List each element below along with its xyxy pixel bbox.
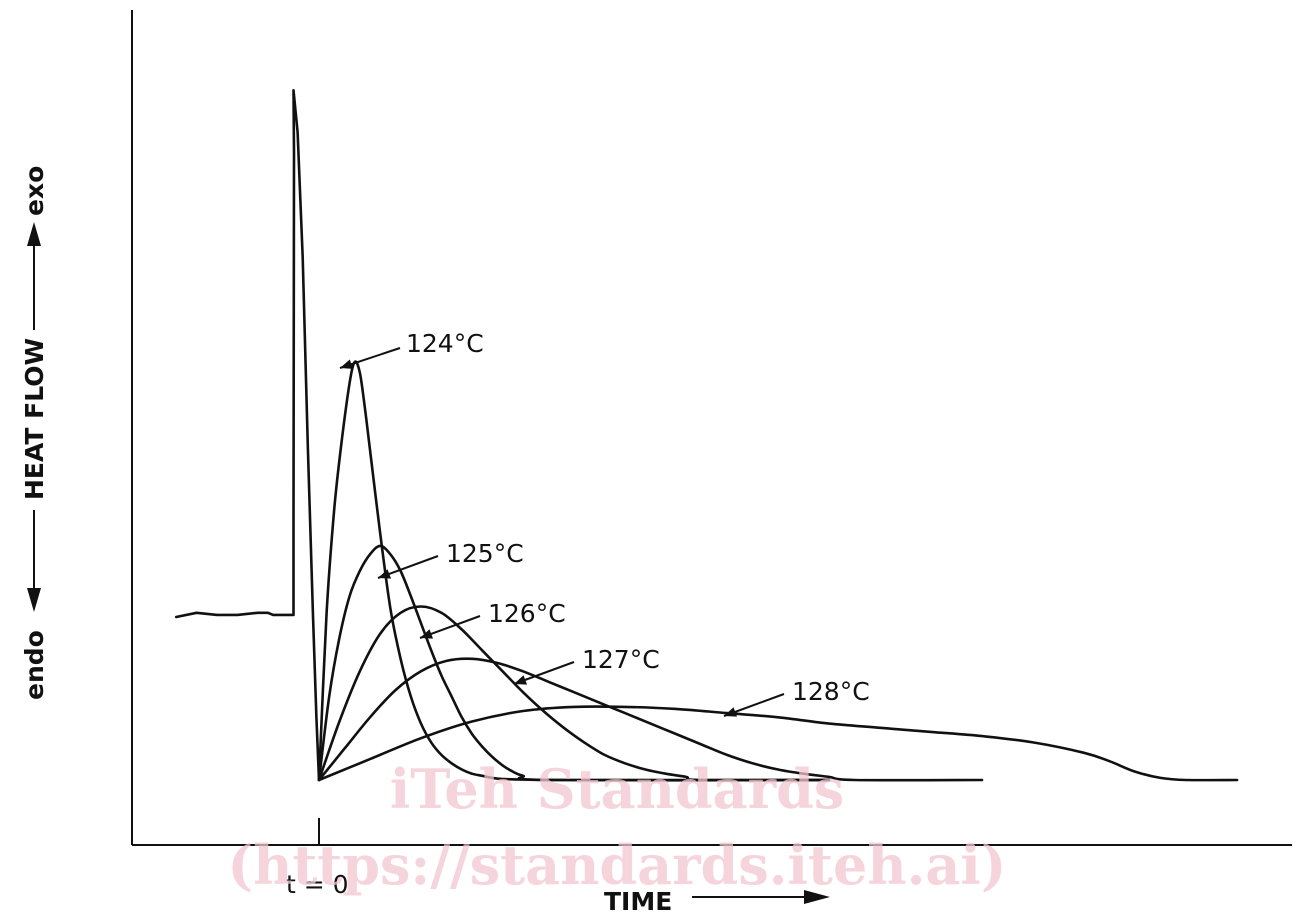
series-label-128c: 128°C [792, 677, 870, 706]
curves [174, 89, 1239, 782]
x-axis-title-group: TIME [604, 887, 830, 912]
curve-127c [317, 657, 984, 782]
axes [131, 10, 1292, 846]
pre-trigger-curve [174, 89, 321, 782]
x-axis-title: TIME [604, 887, 672, 912]
watermark: iTeh Standards (https://standards.iteh.a… [228, 757, 1007, 897]
y-axis-title-group: endo HEAT FLOW exo [20, 166, 49, 700]
series-label-125c: 125°C [446, 539, 524, 568]
series-label-124c: 124°C [406, 329, 484, 358]
label-leaders [339, 347, 785, 717]
y-axis-endo-label: endo [20, 630, 49, 700]
curve-128c [317, 705, 1239, 782]
watermark-line-1: iTeh Standards [390, 757, 844, 821]
leader-arrow-124c [340, 359, 353, 369]
series-label-126c: 126°C [488, 599, 566, 628]
leader-arrow-127c [514, 675, 527, 685]
leader-arrow-126c [420, 629, 433, 639]
y-axis-exo-arrow-head [27, 222, 41, 246]
x-axis-arrow-head [804, 890, 830, 904]
series-labels: 124°C 125°C 126°C 127°C 128°C [406, 329, 870, 706]
t0-label: t = 0 [286, 870, 349, 899]
watermark-line-2: (https://standards.iteh.ai) [228, 833, 1007, 897]
leader-arrow-125c [378, 569, 391, 579]
y-axis-title: HEAT FLOW [20, 338, 49, 500]
leader-arrow-128c [724, 707, 737, 717]
curve-124c [317, 360, 831, 782]
y-axis-exo-label: exo [20, 166, 49, 216]
curve-125c [317, 544, 831, 782]
curve-126c [317, 605, 831, 782]
y-axis-endo-arrow-head [27, 588, 41, 612]
series-label-127c: 127°C [582, 645, 660, 674]
